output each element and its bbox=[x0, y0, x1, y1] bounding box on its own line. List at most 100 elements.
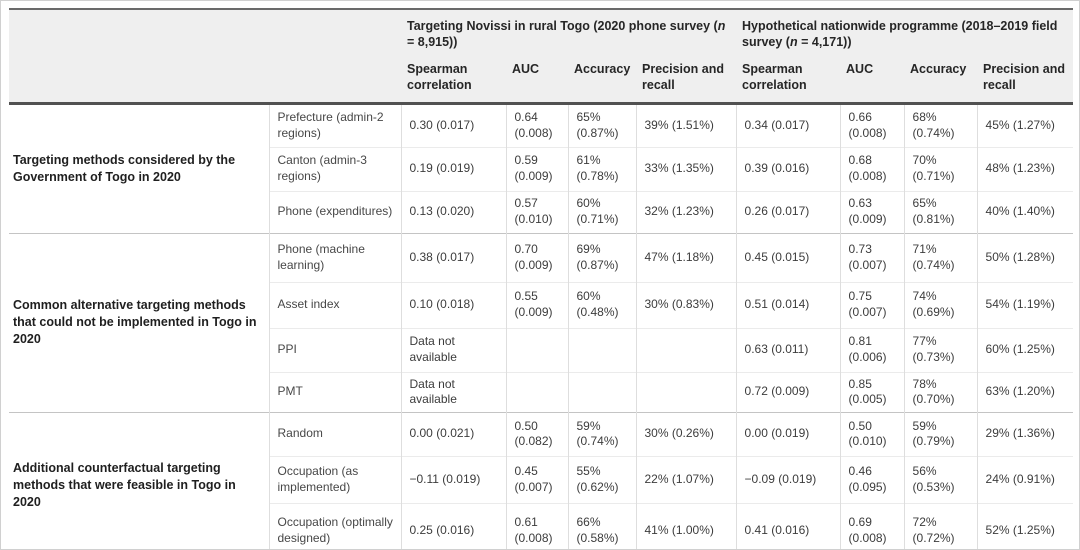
stat-cell: 0.85 (0.005) bbox=[839, 371, 905, 413]
stat-cell: 0.70 (0.009) bbox=[505, 232, 568, 282]
stat-cell: Data not available bbox=[400, 371, 506, 413]
stat-cell: 60% (0.48%) bbox=[567, 281, 636, 328]
stat-cell bbox=[505, 371, 568, 413]
stat-cell: 0.55 (0.009) bbox=[505, 281, 568, 328]
method-cell: Phone (expenditures) bbox=[268, 190, 401, 233]
stat-cell bbox=[505, 327, 568, 372]
stat-cell: 63% (1.20%) bbox=[976, 371, 1074, 413]
stat-cell: 66% (0.58%) bbox=[567, 502, 636, 549]
stat-cell: 0.59 (0.009) bbox=[505, 146, 568, 191]
stat-cell: 0.13 (0.020) bbox=[400, 190, 506, 233]
col-header-accuracy-2: Accuracy bbox=[904, 59, 978, 105]
stat-cell: 48% (1.23%) bbox=[976, 146, 1074, 191]
table-row: PPI Data not available 0.63 (0.011) 0.81 (0… bbox=[9, 327, 1074, 372]
stat-cell: 68% (0.74%) bbox=[903, 102, 978, 147]
stat-cell: 60% (0.71%) bbox=[567, 190, 636, 233]
stat-cell: 69% (0.87%) bbox=[567, 232, 636, 282]
stat-cell: 0.25 (0.016) bbox=[400, 502, 506, 549]
stat-cell: 24% (0.91%) bbox=[976, 455, 1074, 504]
table-row: PMT Data not available 0.72 (0.009) 0.85 (0… bbox=[9, 371, 1074, 413]
stat-cell: 52% (1.25%) bbox=[976, 502, 1074, 549]
stat-cell: −0.09 (0.019) bbox=[735, 455, 841, 504]
stat-cell: 59% (0.79%) bbox=[903, 411, 978, 457]
stat-cell: 60% (1.25%) bbox=[976, 327, 1074, 372]
stat-cell: 45% (1.27%) bbox=[976, 102, 1074, 147]
group-label: Common alternative targeting methods tha… bbox=[9, 232, 269, 413]
stat-cell: 0.63 (0.009) bbox=[839, 190, 905, 233]
stat-cell: 0.30 (0.017) bbox=[400, 102, 506, 147]
stat-cell: 0.63 (0.011) bbox=[735, 327, 841, 372]
stat-cell: 71% (0.74%) bbox=[903, 232, 978, 282]
col-header-precision-1: Precision and recall bbox=[636, 59, 737, 105]
table-row: Additional counterfactual targeting meth… bbox=[9, 411, 1074, 549]
stat-cell: 65% (0.81%) bbox=[903, 190, 978, 233]
table-row: Common alternative targeting methods tha… bbox=[9, 232, 1074, 413]
group-label: Targeting methods considered by the Gove… bbox=[9, 102, 269, 233]
header-group-novissi: Targeting Novissi in rural Togo (2020 ph… bbox=[401, 9, 737, 59]
method-cell: PMT bbox=[268, 371, 401, 413]
header-group-nationwide: Hypothetical nationwide programme (2018–… bbox=[736, 9, 1074, 59]
stat-cell: −0.11 (0.019) bbox=[400, 455, 506, 504]
table-row: Occupation (as implemented) −0.11 (0.019)… bbox=[9, 455, 1074, 504]
stat-cell: 33% (1.35%) bbox=[635, 146, 737, 191]
col-header-precision-2: Precision and recall bbox=[977, 59, 1074, 105]
stat-cell: 30% (0.83%) bbox=[635, 281, 737, 328]
stat-cell: 0.45 (0.007) bbox=[505, 455, 568, 504]
col-header-spearman-2: Spearman correlation bbox=[736, 59, 841, 105]
stat-cell: 41% (1.00%) bbox=[635, 502, 737, 549]
stat-cell: 0.57 (0.010) bbox=[505, 190, 568, 233]
stat-cell: 54% (1.19%) bbox=[976, 281, 1074, 328]
method-cell: PPI bbox=[268, 327, 401, 372]
col-header-auc-2: AUC bbox=[840, 59, 905, 105]
stat-cell: 61% (0.78%) bbox=[567, 146, 636, 191]
method-cell: Phone (machine learning) bbox=[268, 232, 401, 282]
stat-cell: 0.68 (0.008) bbox=[839, 146, 905, 191]
stat-cell: 0.61 (0.008) bbox=[505, 502, 568, 549]
stat-cell: 0.41 (0.016) bbox=[735, 502, 841, 549]
stat-cell: 72% (0.72%) bbox=[903, 502, 978, 549]
stat-cell: 70% (0.71%) bbox=[903, 146, 978, 191]
stat-cell: 0.34 (0.017) bbox=[735, 102, 841, 147]
header-stat-row: Spearman correlation AUC Accuracy Precis… bbox=[9, 59, 1074, 105]
stat-cell: 47% (1.18%) bbox=[635, 232, 737, 282]
stat-cell: 55% (0.62%) bbox=[567, 455, 636, 504]
col-header-accuracy-1: Accuracy bbox=[568, 59, 636, 105]
table-row: Targeting methods considered by the Gove… bbox=[9, 102, 1074, 233]
stat-cell: 0.69 (0.008) bbox=[839, 502, 905, 549]
header-group-row: Targeting Novissi in rural Togo (2020 ph… bbox=[9, 9, 1074, 59]
stat-cell: 0.50 (0.010) bbox=[839, 411, 905, 457]
table-row: Asset index 0.10 (0.018) 0.55 (0.009) 60% (… bbox=[9, 281, 1074, 328]
method-cell: Random bbox=[268, 411, 401, 457]
stat-cell: 0.75 (0.007) bbox=[839, 281, 905, 328]
method-cell: Occupation (optimally designed) bbox=[268, 502, 401, 549]
method-cell: Prefecture (admin-2 regions) bbox=[268, 102, 401, 147]
stat-cell: 22% (1.07%) bbox=[635, 455, 737, 504]
col-header-auc-1: AUC bbox=[506, 59, 568, 105]
header-empty-cell bbox=[9, 9, 401, 59]
stat-cell: 0.73 (0.007) bbox=[839, 232, 905, 282]
results-table: Targeting Novissi in rural Togo (2020 ph… bbox=[9, 8, 1074, 549]
stat-cell: 0.51 (0.014) bbox=[735, 281, 841, 328]
stat-cell: 30% (0.26%) bbox=[635, 411, 737, 457]
stat-cell: 32% (1.23%) bbox=[635, 190, 737, 233]
table-row: Canton (admin-3 regions) 0.19 (0.019) 0.59… bbox=[9, 146, 1074, 191]
method-cell: Canton (admin-3 regions) bbox=[268, 146, 401, 191]
stat-cell: 29% (1.36%) bbox=[976, 411, 1074, 457]
stat-cell: 78% (0.70%) bbox=[903, 371, 978, 413]
header-group-nationwide-text: Hypothetical nationwide programme (2018–… bbox=[742, 19, 1058, 50]
stat-cell: 0.45 (0.015) bbox=[735, 232, 841, 282]
stat-cell: 0.38 (0.017) bbox=[400, 232, 506, 282]
stat-cell bbox=[567, 371, 636, 413]
stat-cell: 0.81 (0.006) bbox=[839, 327, 905, 372]
table-header: Targeting Novissi in rural Togo (2020 ph… bbox=[9, 9, 1074, 105]
table-body: Targeting methods considered by the Gove… bbox=[9, 102, 1074, 549]
header-group-novissi-text: Targeting Novissi in rural Togo (2020 ph… bbox=[407, 19, 726, 50]
method-cell: Asset index bbox=[268, 281, 401, 328]
stat-cell: 50% (1.28%) bbox=[976, 232, 1074, 282]
stat-cell bbox=[635, 327, 737, 372]
col-header-spearman-1: Spearman correlation bbox=[401, 59, 506, 105]
table-row: Phone (expenditures) 0.13 (0.020) 0.57 (0.… bbox=[9, 190, 1074, 233]
stat-cell: 39% (1.51%) bbox=[635, 102, 737, 147]
stat-cell bbox=[635, 371, 737, 413]
stat-cell: 0.39 (0.016) bbox=[735, 146, 841, 191]
